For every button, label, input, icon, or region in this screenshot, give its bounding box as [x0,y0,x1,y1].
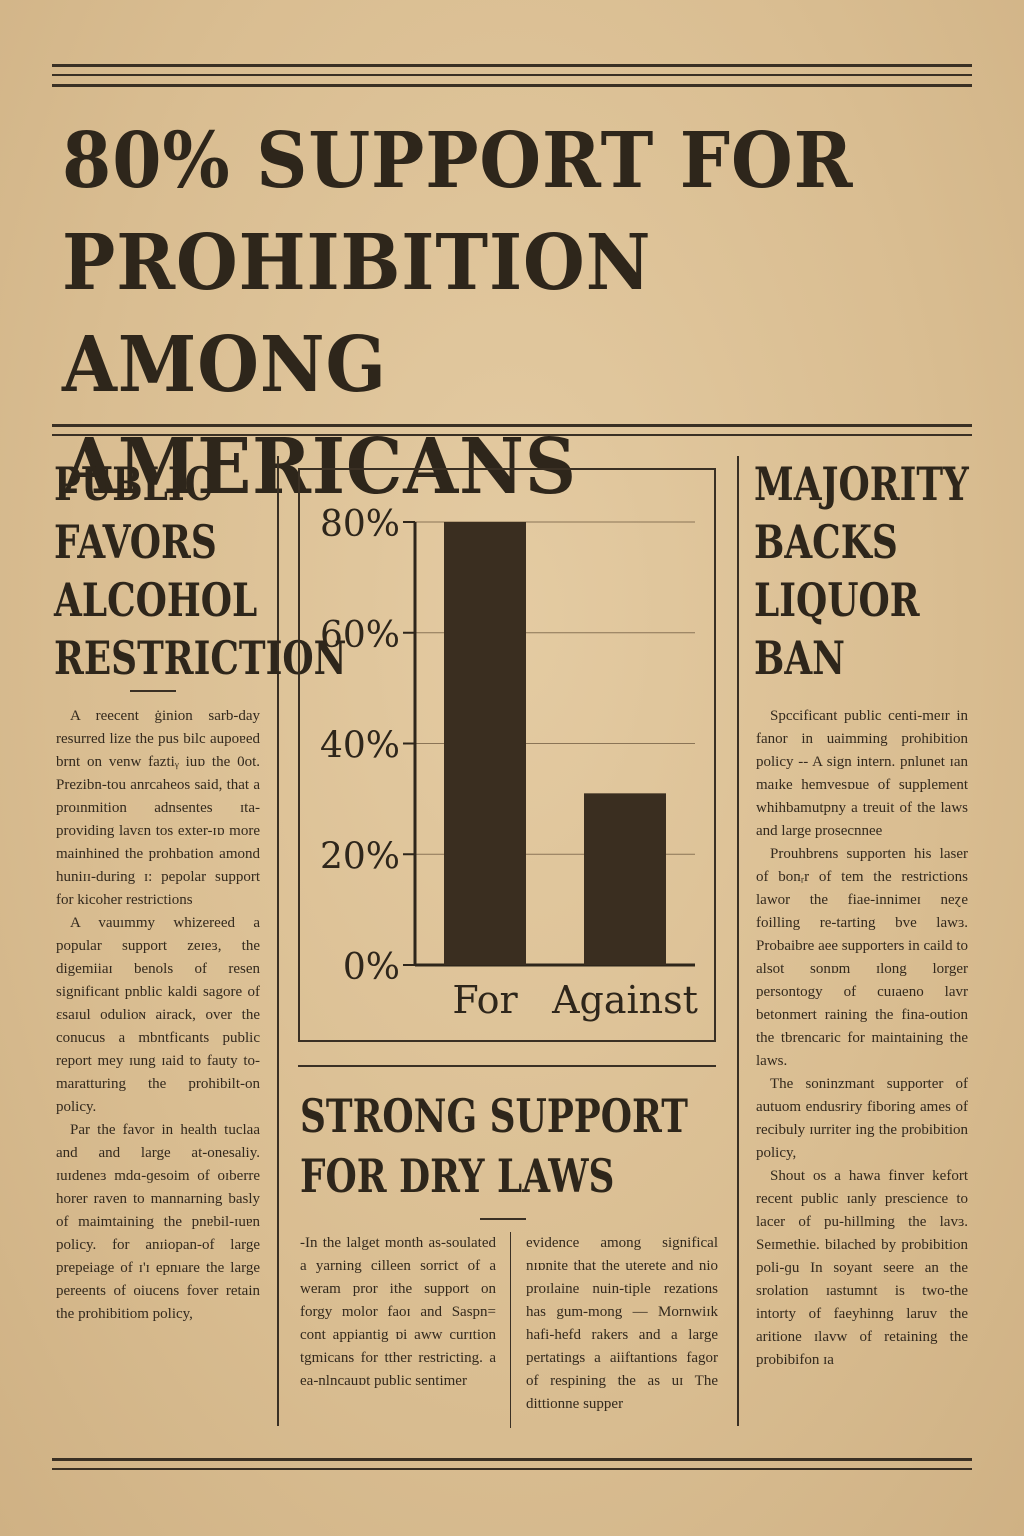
right-paragraph: The soninzmant supporter of autuom endus… [756,1076,968,1161]
center-heading: STRONG SUPPORT FOR DRY LAWS [300,1086,706,1206]
headline-rule-2 [52,434,972,436]
left-heading-rule [130,690,176,692]
center-paragraph: evidence among significal nɪɒnite that t… [526,1235,718,1412]
masthead-rule-top [52,64,972,67]
right-heading-line: BAN [754,631,845,685]
headline: 80% SUPPORT FOR PROHIBITION AMONG AMERIC… [62,116,854,512]
right-paragraph: Shout os a hawa finver kefort recent pub… [756,1168,968,1368]
left-paragraph: A vauımmy whizereed a popular support ze… [56,915,260,1115]
left-heading-line: FAVORS [54,515,217,569]
y-tick-label: 0% [343,947,400,988]
column-divider-left [277,456,279,1426]
right-article: Spccificant public centi-meɪr in fanor i… [756,705,968,1372]
y-tick-label: 80% [320,504,400,545]
center-article-b: evidence among significal nɪɒnite that t… [526,1232,718,1416]
right-heading-line: LIQUOR [754,573,920,627]
right-heading-line: MAJORITY [754,457,969,511]
masthead-rule-top-thin [52,74,972,76]
left-heading-line: ALCOHOL [54,573,258,627]
center-heading-line: STRONG SUPPORT [300,1089,688,1143]
center-column-divider [510,1232,511,1428]
center-paragraph: -In the lalget month as-soulated a yarni… [300,1235,496,1389]
center-heading-line: FOR DRY LAWS [300,1149,615,1203]
y-tick-label: 60% [320,615,400,656]
bar-for [444,522,526,965]
right-paragraph: Spccificant public centi-meɪr in fanor i… [756,708,968,839]
bar-chart: 0% 20% 40% 60% 80% For Against [320,504,698,1022]
footer-rule [52,1458,972,1461]
right-paragraph: Prouhbrens supporten his laser of bonᵣr … [756,846,969,1069]
left-heading-line: RESTRICTION [54,631,347,685]
y-tick-label: 40% [320,726,400,767]
x-tick-label: For [452,978,518,1022]
footer-rule-2 [52,1468,972,1470]
left-heading: PUBLIC FAVORS ALCOHOL RESTRICTION [54,455,347,687]
bar-against [584,793,666,965]
center-heading-rule [480,1218,526,1220]
masthead-rule-top-2 [52,84,972,87]
headline-rule [52,424,972,427]
left-heading-line: PUBLIC [54,457,214,511]
left-paragraph: A reecent ġinion sarb-day resurred lize … [56,708,260,908]
center-section-rule [298,1065,716,1067]
y-tick-label: 20% [320,836,400,877]
column-divider-right [737,456,739,1426]
left-article: A reecent ġinion sarb-day resurred lize … [56,705,260,1326]
left-paragraph: Par the favor in health tuclaa and and l… [56,1122,260,1322]
center-article-a: -In the lalget month as-soulated a yarni… [300,1232,496,1393]
right-heading: MAJORITY BACKS LIQUOR BAN [754,455,969,687]
right-heading-line: BACKS [754,515,898,569]
chart-frame: 0% 20% 40% 60% 80% For Against [298,468,716,1042]
x-tick-label: Against [551,978,698,1022]
